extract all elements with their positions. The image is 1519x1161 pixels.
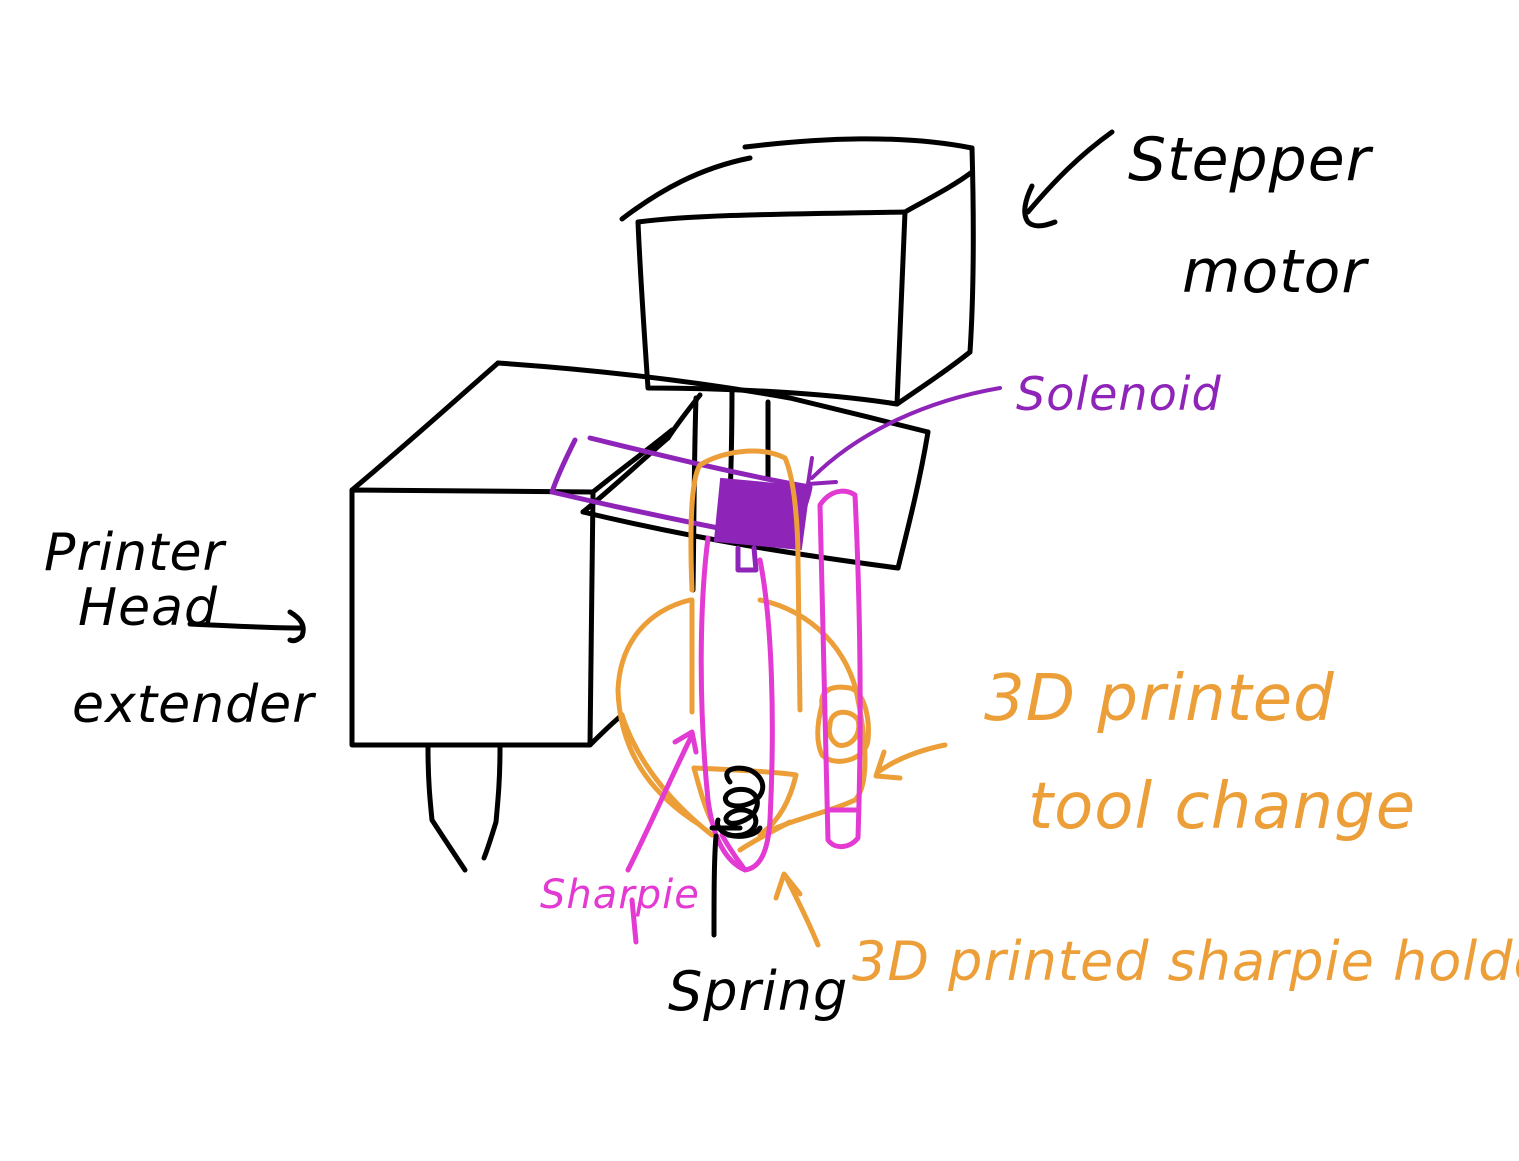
label-sharpie-holder: 3D printed sharpie holder — [852, 930, 1519, 993]
tool-change-part — [615, 448, 948, 948]
label-sharpie: Sharpie — [540, 872, 700, 918]
printer-head-arrow — [187, 609, 306, 644]
label-spring: Spring — [668, 960, 848, 1023]
label-printer-line2: Head — [78, 578, 218, 638]
printer-head-cube — [349, 360, 675, 873]
sharpie — [625, 488, 863, 945]
stepper-arrow — [1022, 129, 1115, 229]
label-tool-change-line2: tool change — [1028, 770, 1416, 844]
label-printer-line3: extender — [72, 675, 317, 735]
label-stepper-line2: motor — [1182, 237, 1369, 307]
label-solenoid: Solenoid — [1016, 367, 1222, 421]
label-printer-line1: Printer — [44, 523, 228, 583]
label-stepper-line1: Stepper — [1128, 125, 1374, 195]
stepper-motor — [619, 136, 976, 407]
spring — [709, 765, 765, 938]
label-tool-change-line1: 3D printed — [984, 662, 1335, 736]
